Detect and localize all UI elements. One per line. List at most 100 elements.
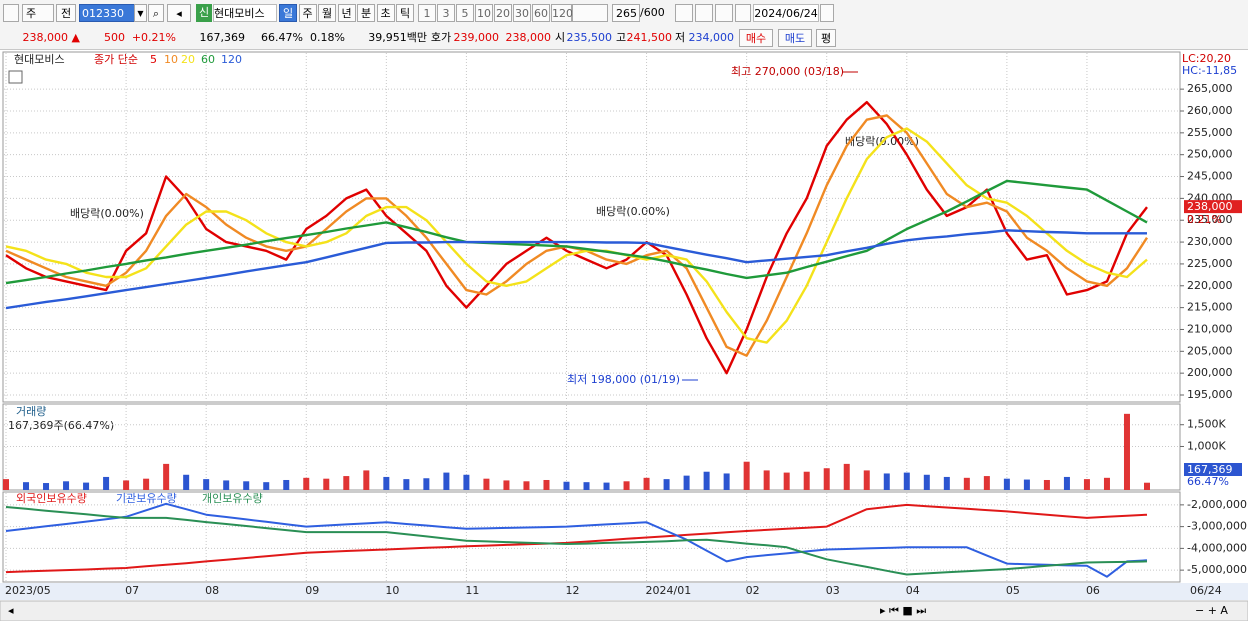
y-tick-label: -4,000,000 — [1187, 541, 1247, 554]
x-tick-label: 2023/05 — [5, 584, 51, 597]
tool-icon[interactable] — [715, 4, 733, 22]
menu-icon[interactable] — [3, 4, 19, 22]
volume-bar — [263, 482, 270, 490]
volume-bar — [923, 474, 930, 490]
volume-bar — [503, 480, 510, 490]
volume-bar — [463, 474, 470, 490]
volume-bar — [1103, 477, 1110, 490]
x-tick-label: 10 — [385, 584, 399, 597]
legend-label: 기관보유수량 — [116, 492, 177, 505]
scrollbar[interactable] — [0, 600, 1248, 621]
interval-button[interactable]: 120 — [551, 4, 573, 22]
volume-bar — [723, 473, 730, 490]
change-rate: +0.21% — [131, 31, 176, 44]
search-button[interactable]: ⌕ — [148, 4, 164, 22]
scroll-left[interactable]: ◂ — [8, 604, 14, 617]
period-button[interactable]: 일 — [279, 4, 297, 22]
y-tick-label: 235,000 — [1187, 213, 1233, 226]
kind-select[interactable]: 전 — [56, 4, 76, 22]
interval-button[interactable]: 1 — [418, 4, 436, 22]
bid: 238,000 — [505, 31, 552, 44]
volume-bar — [863, 470, 870, 490]
period-button[interactable]: 월 — [318, 4, 336, 22]
x-tick-label: 09 — [305, 584, 319, 597]
volume-bar — [1083, 479, 1090, 490]
volume-bar — [103, 476, 110, 490]
volume-bar — [703, 471, 710, 490]
change-label: 0.21% — [1187, 213, 1222, 226]
volume-bar — [1063, 476, 1070, 490]
period-button[interactable]: 년 — [337, 4, 356, 22]
code-dropdown[interactable]: ▼ — [134, 4, 147, 22]
max-count: /600 — [640, 6, 665, 19]
dividend-annotation: 배당락(0.00%) — [596, 205, 670, 218]
date-input[interactable]: 2024/06/24 — [753, 4, 819, 22]
y-tick-label: 200,000 — [1187, 366, 1233, 379]
high: 241,500 — [626, 31, 673, 44]
y-tick-label: 205,000 — [1187, 344, 1233, 357]
period-button[interactable]: 주 — [298, 4, 317, 22]
y-tick-label: -5,000,000 — [1187, 563, 1247, 576]
sound-button[interactable]: ◂ — [167, 4, 191, 22]
chart-title: 현대모비스 — [14, 53, 65, 66]
low: 234,000 — [688, 31, 735, 44]
x-tick-label: 12 — [565, 584, 579, 597]
zoom-controls[interactable]: − + A — [1195, 604, 1228, 617]
sell-button[interactable]: 매도 — [778, 29, 812, 47]
volume-bar — [943, 476, 950, 490]
interval-button[interactable]: 20 — [494, 4, 512, 22]
series-line — [5, 127, 1148, 344]
period-button[interactable]: 분 — [357, 4, 375, 22]
table-icon[interactable] — [8, 70, 23, 84]
interval-button[interactable]: 10 — [475, 4, 493, 22]
period-button[interactable]: 틱 — [396, 4, 414, 22]
buy-button[interactable]: 매수 — [739, 29, 773, 47]
y-tick-label: 215,000 — [1187, 301, 1233, 314]
count-input[interactable]: 265 — [612, 4, 640, 22]
volume-bar — [523, 481, 530, 490]
interval-button[interactable]: 3 — [437, 4, 455, 22]
tool-icon[interactable] — [675, 4, 693, 22]
interval-dropdown[interactable] — [572, 4, 608, 22]
holdings-panel — [2, 491, 1181, 583]
series-line — [5, 506, 1148, 576]
volume-bar — [483, 478, 490, 490]
dividend-annotation: 배당락(0.00%) — [70, 207, 144, 220]
volume-bar — [763, 470, 770, 490]
stock-name: 현대모비스 — [213, 4, 277, 22]
quote-label: 호가 — [430, 31, 452, 44]
volume-bar — [963, 477, 970, 490]
interval-button[interactable]: 60 — [532, 4, 550, 22]
legend-label: 20 — [181, 53, 195, 66]
code-input[interactable]: 012330 — [79, 4, 135, 22]
x-tick-label: 06 — [1086, 584, 1100, 597]
lc-label: LC:20,20 — [1182, 52, 1231, 65]
interval-button[interactable]: 5 — [456, 4, 474, 22]
ask: 239,000 — [453, 31, 500, 44]
market-select[interactable]: 주 — [22, 4, 54, 22]
volume-bar — [323, 478, 330, 490]
series-line — [5, 502, 1148, 578]
period-button[interactable]: 초 — [376, 4, 395, 22]
scroll-controls[interactable]: ▸ ⏮ ■ ⏭ — [880, 604, 926, 617]
volume-bar — [563, 481, 570, 490]
y-tick-label: 210,000 — [1187, 322, 1233, 335]
volume-bar — [1043, 479, 1050, 490]
volume-bar — [3, 479, 9, 490]
eval-button[interactable]: 평 — [816, 29, 836, 47]
interval-button[interactable]: 30 — [513, 4, 531, 22]
last-price-box — [1184, 200, 1242, 214]
chart-background — [0, 50, 1248, 602]
volume-bar — [883, 473, 890, 490]
info-bar: 238,000 ▲ 500 +0.21% 167,369 66.47% 0.18… — [0, 27, 1248, 50]
calendar-button[interactable] — [820, 4, 834, 22]
volume-bar — [543, 479, 550, 490]
tool-icon[interactable] — [695, 4, 713, 22]
volume-bar — [623, 481, 630, 490]
volume-bar — [303, 477, 310, 490]
settings-icon[interactable] — [735, 4, 751, 22]
x-tick-label: 08 — [205, 584, 219, 597]
volume-bar — [223, 480, 230, 490]
